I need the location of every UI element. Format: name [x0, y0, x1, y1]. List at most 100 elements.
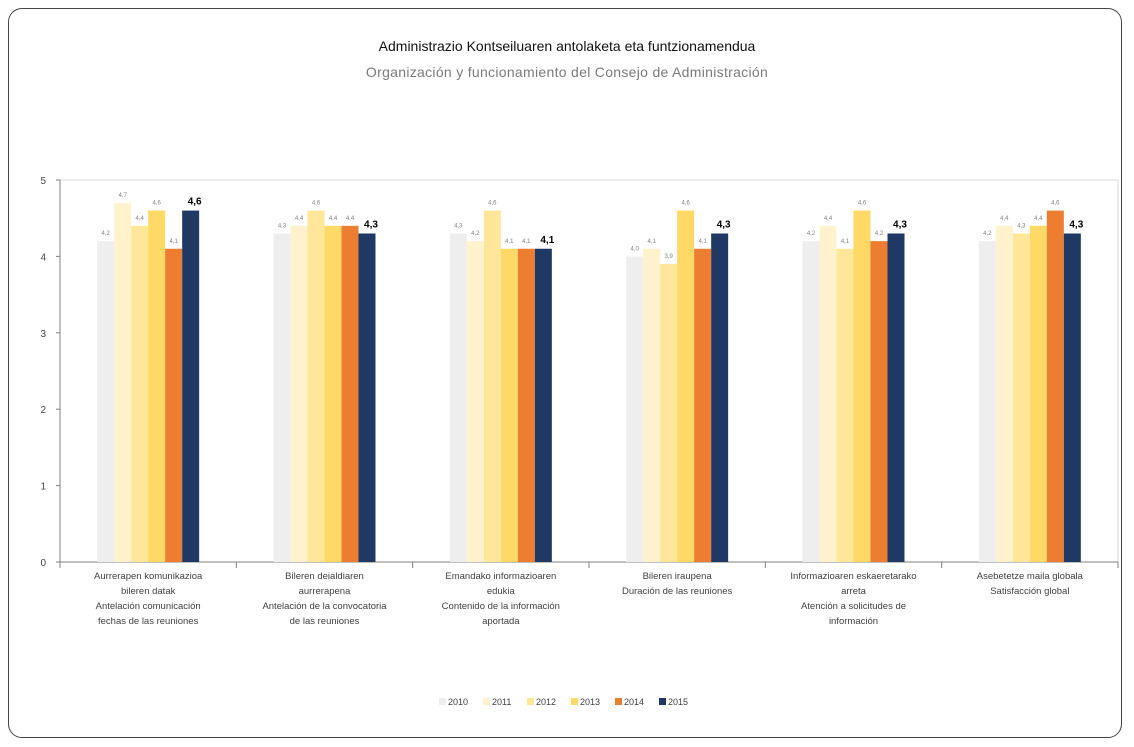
bar [97, 241, 115, 562]
data-label: 4,4 [295, 216, 304, 222]
x-tick-label: Aurrerapen komunikazioa [94, 571, 203, 582]
data-label: 4,4 [346, 216, 355, 222]
x-tick-label: Asebetetze maila globala [977, 571, 1084, 582]
bar [449, 233, 467, 563]
plot-area [59, 179, 1119, 563]
x-tick-label: Antelación comunicación [96, 601, 201, 612]
legend-label: 2013 [580, 697, 600, 707]
x-tick-label: edukia [487, 586, 516, 597]
y-tick-label: 5 [40, 176, 46, 187]
chart-title: Administrazio Kontseiluaren antolaketa e… [378, 38, 756, 54]
x-tick-label: información [829, 616, 878, 627]
bar [307, 210, 325, 562]
bar [341, 225, 359, 562]
bar [517, 248, 535, 562]
x-tick-label: Duración de las reuniones [622, 586, 733, 597]
y-tick-label: 2 [40, 405, 46, 416]
x-tick-label: aurrerapena [299, 586, 351, 597]
legend-swatch [571, 698, 578, 705]
data-label: 4,3 [364, 219, 378, 230]
bar [1063, 233, 1081, 563]
x-tick-label: Emandako informazioaren [445, 571, 556, 582]
bar [324, 225, 342, 562]
x-tick-label: Informazioaren eskaeretarako [790, 571, 916, 582]
data-label: 4,6 [1051, 201, 1060, 207]
data-label: 4,3 [278, 223, 287, 229]
bar [643, 248, 661, 562]
bar [711, 233, 729, 563]
x-tick-label: aportada [482, 616, 520, 627]
bar [1012, 233, 1030, 563]
bar [677, 210, 695, 562]
chart-subtitle: Organización y funcionamiento del Consej… [365, 64, 769, 80]
bar [836, 248, 854, 562]
data-label: 4,7 [118, 193, 127, 199]
bar [660, 264, 678, 562]
data-label: 4,1 [540, 235, 554, 246]
bar [694, 248, 712, 562]
bar [995, 225, 1013, 562]
x-tick-label: Bileren deialdiaren [285, 571, 364, 582]
data-label: 4,3 [1017, 223, 1026, 229]
bar [483, 210, 501, 562]
bar [148, 210, 166, 562]
data-label: 4,3 [454, 223, 463, 229]
x-tick-label: Contenido de la información [442, 601, 560, 612]
data-label: 4,2 [101, 231, 110, 237]
data-label: 4,1 [169, 239, 178, 245]
data-label: 4,2 [471, 231, 480, 237]
legend-swatch [615, 698, 622, 705]
x-tick-label: Antelación de la convocatoria [262, 601, 387, 612]
data-label: 4,6 [152, 201, 161, 207]
data-label: 4,4 [824, 216, 833, 222]
bar [182, 210, 200, 562]
data-label: 4,6 [488, 201, 497, 207]
legend-swatch [483, 698, 490, 705]
data-label: 4,1 [505, 239, 514, 245]
x-tick-label: Bileren iraupena [643, 571, 713, 582]
data-label: 4,1 [841, 239, 850, 245]
bar [273, 233, 291, 563]
legend-label: 2012 [536, 697, 556, 707]
bar [853, 210, 871, 562]
x-tick-label: de las reuniones [290, 616, 360, 627]
data-label: 4,1 [647, 239, 656, 245]
bar [165, 248, 183, 562]
y-tick-label: 0 [40, 558, 46, 569]
data-label: 4,3 [893, 219, 907, 230]
bar [114, 202, 132, 563]
legend-swatch [439, 698, 446, 705]
data-label: 4,1 [698, 239, 707, 245]
bar [131, 225, 149, 562]
data-label: 4,4 [329, 216, 338, 222]
data-label: 4,4 [1034, 216, 1043, 222]
bar [802, 241, 820, 562]
bar [870, 241, 888, 562]
data-label: 4,2 [875, 231, 884, 237]
data-label: 3,9 [664, 254, 673, 260]
bar [1029, 225, 1047, 562]
bar [534, 248, 552, 562]
data-label: 4,6 [312, 201, 321, 207]
bar [626, 256, 644, 562]
bar [500, 248, 518, 562]
x-tick-label: arreta [841, 586, 867, 597]
bar [978, 241, 996, 562]
data-label: 4,6 [681, 201, 690, 207]
data-label: 4,3 [1069, 219, 1083, 230]
legend-label: 2011 [492, 697, 511, 707]
y-tick-label: 3 [40, 329, 46, 340]
data-label: 4,3 [717, 219, 731, 230]
data-label: 4,6 [188, 197, 202, 208]
data-label: 4,6 [858, 201, 867, 207]
legend-swatch [527, 698, 534, 705]
legend-label: 2015 [668, 697, 688, 707]
x-tick-label: fechas de las reuniones [98, 616, 199, 627]
data-label: 4,2 [983, 231, 992, 237]
data-label: 4,1 [522, 239, 531, 245]
legend-label: 2010 [448, 697, 468, 707]
legend-swatch [659, 698, 666, 705]
bar [819, 225, 837, 562]
data-label: 4,4 [135, 216, 144, 222]
